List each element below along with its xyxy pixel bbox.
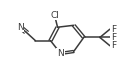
Text: Cl: Cl [50, 11, 59, 20]
Text: F: F [111, 25, 116, 34]
Text: N: N [57, 49, 64, 58]
Text: N: N [17, 23, 24, 32]
Text: F: F [111, 41, 116, 50]
Text: F: F [111, 33, 116, 42]
